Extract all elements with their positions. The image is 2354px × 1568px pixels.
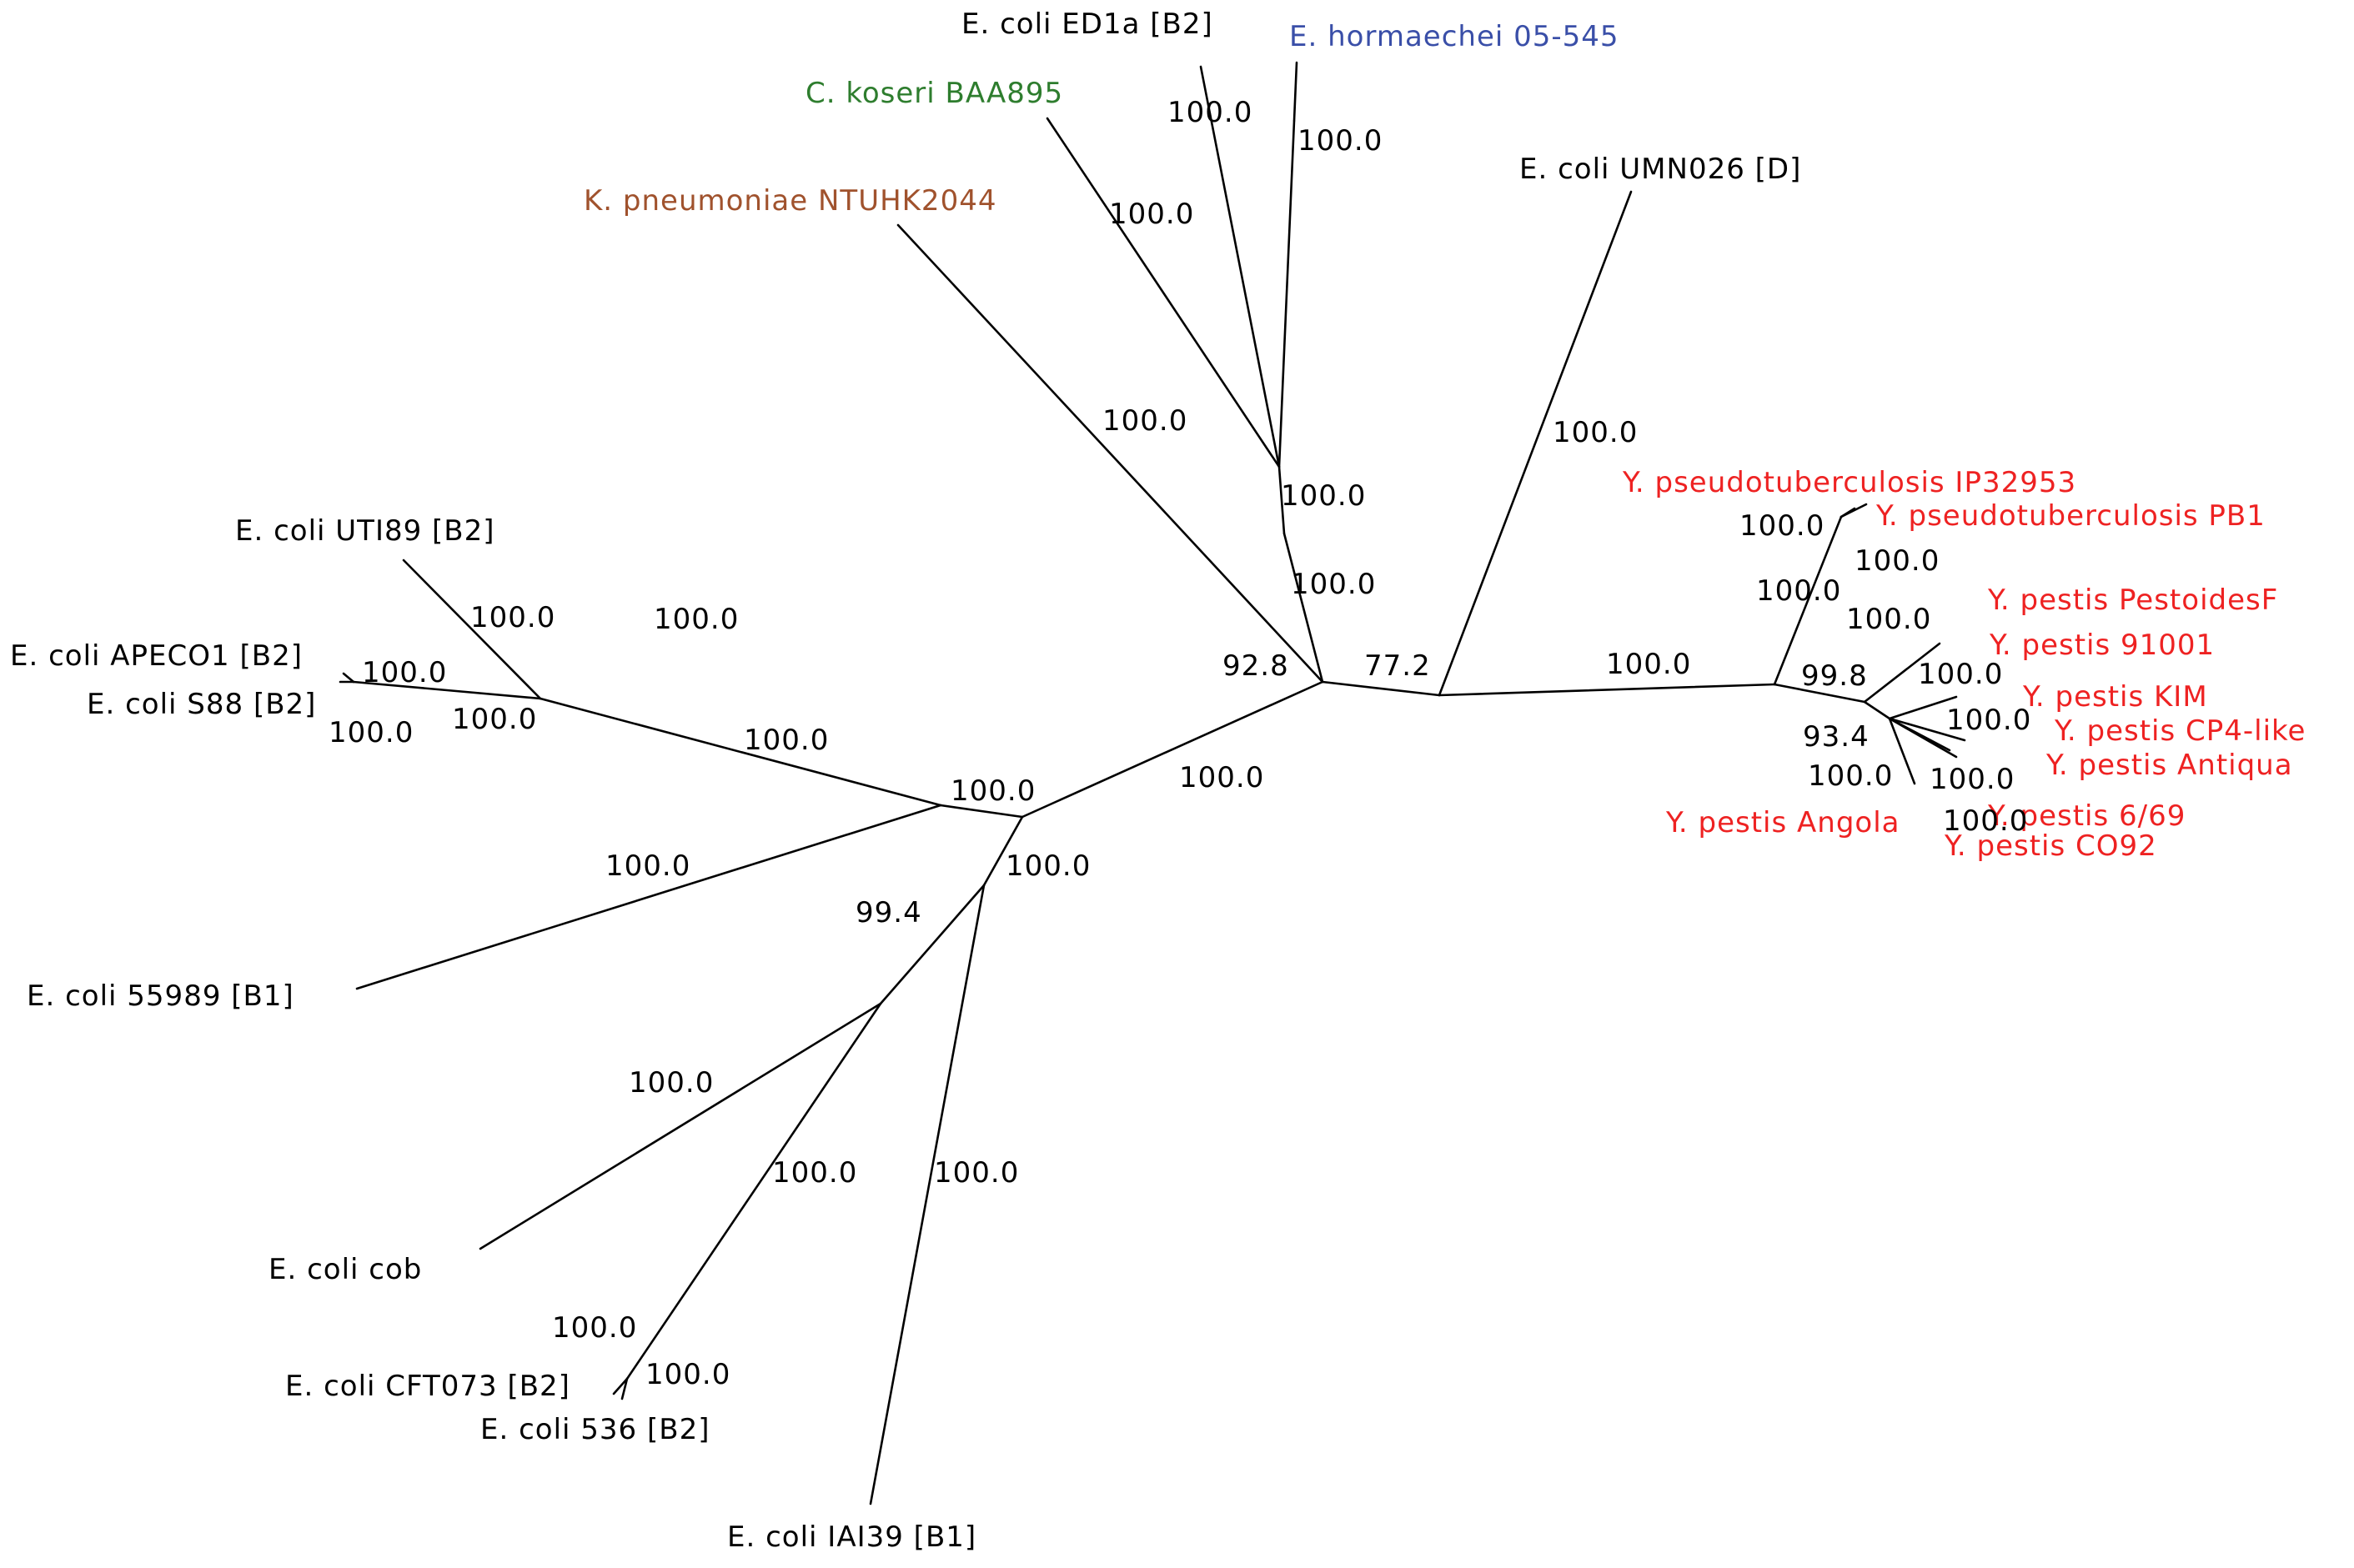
taxon-label: K. pneumoniae NTUHK2044 bbox=[584, 184, 996, 218]
bootstrap-value: 100.0 bbox=[1281, 479, 1366, 513]
bootstrap-value: 100.0 bbox=[1739, 509, 1824, 543]
branch bbox=[939, 804, 1024, 819]
branch bbox=[1773, 515, 1843, 686]
branch bbox=[1292, 61, 1298, 123]
branch bbox=[402, 559, 542, 700]
branch bbox=[879, 884, 986, 1005]
taxon-label: Y. pestis CP4-like bbox=[2054, 714, 2306, 748]
bootstrap-value: 100.0 bbox=[1109, 198, 1194, 231]
bootstrap-value: 93.4 bbox=[1803, 720, 1870, 754]
branch bbox=[1199, 65, 1281, 468]
bootstrap-value: 100.0 bbox=[1943, 804, 2028, 838]
branch bbox=[1277, 119, 1296, 468]
bootstrap-value: 100.0 bbox=[1918, 658, 2003, 691]
branch bbox=[625, 1002, 882, 1380]
taxon-label: E. coli 536 [B2] bbox=[480, 1413, 710, 1446]
branch bbox=[342, 672, 355, 684]
branch bbox=[1438, 190, 1633, 697]
taxon-label: E. coli ED1a [B2] bbox=[961, 8, 1213, 41]
branch bbox=[1438, 683, 1776, 697]
bootstrap-value: 100.0 bbox=[1855, 544, 1940, 578]
bootstrap-value: 100.0 bbox=[654, 603, 739, 636]
bootstrap-value: 100.0 bbox=[1291, 568, 1376, 601]
branch bbox=[1840, 503, 1868, 518]
branch bbox=[1277, 465, 1286, 535]
bootstrap-value: 100.0 bbox=[1179, 761, 1264, 794]
branch bbox=[352, 680, 542, 700]
taxon-label: C. koseri BAA895 bbox=[806, 77, 1063, 110]
bootstrap-value: 100.0 bbox=[645, 1358, 730, 1391]
bootstrap-value: 100.0 bbox=[1756, 574, 1841, 608]
branch bbox=[1888, 717, 1966, 742]
taxon-label: Y. pestis CO92 bbox=[1944, 829, 2157, 863]
branch bbox=[539, 697, 942, 807]
taxon-label: E. hormaechei 05-545 bbox=[1289, 20, 1619, 53]
branch bbox=[612, 1377, 629, 1395]
branch bbox=[1863, 642, 1941, 704]
taxon-label: E. coli CFT073 [B2] bbox=[285, 1370, 570, 1403]
bootstrap-value: 99.8 bbox=[1801, 659, 1868, 693]
branch bbox=[620, 1377, 629, 1400]
bootstrap-value: 100.0 bbox=[1846, 603, 1931, 636]
bootstrap-value: 100.0 bbox=[629, 1066, 714, 1100]
taxon-label: Y. pestis 91001 bbox=[1989, 629, 2215, 662]
taxon-label: E. coli APECO1 [B2] bbox=[10, 639, 303, 673]
bootstrap-value: 100.0 bbox=[951, 774, 1036, 808]
bootstrap-labels: 100.0 100.0 100.0 100.0 100.0 100.0 100.… bbox=[329, 96, 2031, 1391]
taxon-label: E. coli IAI39 [B1] bbox=[727, 1520, 976, 1554]
branch bbox=[1046, 117, 1281, 468]
branch bbox=[1863, 700, 1891, 720]
bootstrap-value: 100.0 bbox=[329, 716, 414, 749]
taxon-label: E. coli UMN026 [D] bbox=[1519, 153, 1801, 186]
taxon-label: Y. pestis 6/69 bbox=[1987, 799, 2186, 833]
taxon-label: E. coli UTI89 [B2] bbox=[235, 514, 495, 548]
branch bbox=[1888, 695, 1958, 720]
branch bbox=[1888, 717, 1958, 759]
bootstrap-value: 100.0 bbox=[1930, 763, 2015, 796]
bootstrap-value: 100.0 bbox=[772, 1156, 857, 1190]
bootstrap-value: 77.2 bbox=[1364, 649, 1431, 683]
bootstrap-value: 100.0 bbox=[1808, 759, 1893, 793]
bootstrap-value: 100.0 bbox=[1553, 416, 1638, 449]
branch bbox=[982, 815, 1024, 887]
taxon-label: Y. pestis PestoidesF bbox=[1987, 584, 2278, 617]
branch bbox=[1021, 680, 1324, 819]
bootstrap-value: 100.0 bbox=[470, 601, 555, 634]
bootstrap-value: 92.8 bbox=[1222, 649, 1289, 683]
taxon-label: E. coli S88 [B2] bbox=[87, 688, 316, 721]
bootstrap-value: 100.0 bbox=[1946, 704, 2031, 737]
branch bbox=[1321, 680, 1441, 697]
taxon-label: Y. pestis KIM bbox=[2022, 680, 2208, 714]
bootstrap-value: 100.0 bbox=[1606, 648, 1691, 681]
branch bbox=[1888, 717, 1916, 785]
bootstrap-value: 100.0 bbox=[1297, 124, 1383, 158]
bootstrap-value: 99.4 bbox=[856, 896, 922, 929]
branch bbox=[869, 884, 986, 1505]
bootstrap-value: 100.0 bbox=[934, 1156, 1019, 1190]
taxon-label: E. coli cob bbox=[269, 1253, 422, 1286]
bootstrap-value: 100.0 bbox=[1102, 404, 1187, 438]
taxon-label: E. coli 55989 [B1] bbox=[27, 979, 294, 1013]
branch bbox=[479, 1002, 882, 1250]
taxon-labels: E. coli ED1a [B2] E. hormaechei 05-545 C… bbox=[10, 8, 2306, 1554]
taxon-label: Y. pestis Angola bbox=[1665, 806, 1900, 839]
taxon-label: Y. pseudotuberculosis PB1 bbox=[1875, 499, 2266, 533]
branch bbox=[896, 223, 1324, 684]
bootstrap-value: 100.0 bbox=[452, 703, 537, 736]
branch bbox=[1282, 532, 1324, 684]
bootstrap-value: 100.0 bbox=[1167, 96, 1252, 129]
bootstrap-value: 100.0 bbox=[605, 849, 690, 883]
bootstrap-value: 100.0 bbox=[744, 724, 829, 757]
taxon-label: Y. pseudotuberculosis IP32953 bbox=[1622, 466, 2076, 499]
branch bbox=[1773, 683, 1866, 704]
bootstrap-value: 100.0 bbox=[552, 1311, 637, 1345]
taxon-label: Y. pestis Antiqua bbox=[2045, 749, 2293, 782]
branch bbox=[355, 804, 942, 990]
tree-branches bbox=[339, 61, 1966, 1505]
bootstrap-value: 100.0 bbox=[1006, 849, 1091, 883]
bootstrap-value: 100.0 bbox=[362, 656, 447, 689]
